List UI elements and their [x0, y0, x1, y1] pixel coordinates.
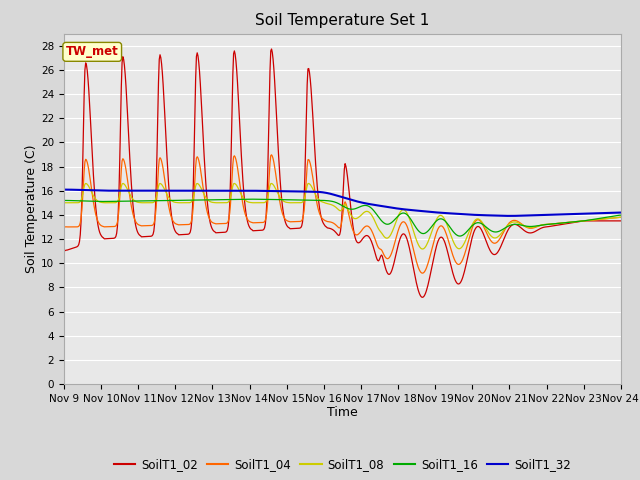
- Legend: SoilT1_02, SoilT1_04, SoilT1_08, SoilT1_16, SoilT1_32: SoilT1_02, SoilT1_04, SoilT1_08, SoilT1_…: [109, 454, 576, 476]
- SoilT1_32: [426, 209, 434, 215]
- SoilT1_02: [617, 218, 625, 224]
- SoilT1_16: [214, 197, 221, 203]
- SoilT1_02: [70, 245, 78, 251]
- SoilT1_32: [617, 210, 625, 216]
- SoilT1_02: [428, 264, 436, 270]
- SoilT1_04: [419, 270, 426, 276]
- Text: TW_met: TW_met: [66, 45, 118, 59]
- SoilT1_16: [184, 197, 192, 203]
- SoilT1_02: [411, 273, 419, 278]
- SoilT1_32: [127, 188, 135, 193]
- SoilT1_08: [617, 215, 625, 220]
- SoilT1_02: [268, 46, 275, 52]
- SoilT1_32: [506, 213, 514, 219]
- Title: Soil Temperature Set 1: Soil Temperature Set 1: [255, 13, 429, 28]
- SoilT1_08: [185, 200, 193, 205]
- SoilT1_16: [617, 212, 625, 218]
- SoilT1_08: [428, 228, 436, 234]
- SoilT1_32: [214, 188, 221, 193]
- SoilT1_04: [411, 252, 419, 258]
- SoilT1_04: [184, 222, 192, 228]
- SoilT1_16: [127, 198, 135, 204]
- SoilT1_08: [60, 200, 68, 205]
- SoilT1_04: [214, 221, 221, 227]
- SoilT1_04: [617, 215, 625, 220]
- SoilT1_08: [128, 195, 136, 201]
- SoilT1_04: [60, 224, 68, 230]
- SoilT1_02: [127, 181, 135, 187]
- SoilT1_16: [456, 233, 463, 239]
- Line: SoilT1_02: SoilT1_02: [64, 49, 621, 297]
- Line: SoilT1_32: SoilT1_32: [64, 190, 621, 216]
- SoilT1_02: [184, 231, 192, 237]
- SoilT1_04: [127, 204, 135, 209]
- SoilT1_08: [70, 200, 78, 205]
- SoilT1_32: [184, 188, 192, 193]
- SoilT1_32: [410, 207, 418, 213]
- Line: SoilT1_08: SoilT1_08: [64, 183, 621, 249]
- SoilT1_08: [419, 246, 426, 252]
- SoilT1_02: [214, 230, 221, 236]
- Line: SoilT1_16: SoilT1_16: [64, 199, 621, 236]
- SoilT1_08: [411, 232, 419, 238]
- SoilT1_02: [419, 294, 426, 300]
- X-axis label: Time: Time: [327, 407, 358, 420]
- SoilT1_16: [411, 223, 419, 228]
- SoilT1_16: [70, 198, 78, 204]
- SoilT1_08: [214, 200, 222, 205]
- SoilT1_16: [60, 198, 68, 204]
- SoilT1_08: [82, 180, 90, 186]
- SoilT1_02: [60, 248, 68, 254]
- Y-axis label: Soil Temperature (C): Soil Temperature (C): [25, 144, 38, 273]
- SoilT1_16: [428, 225, 435, 230]
- SoilT1_32: [70, 187, 78, 192]
- SoilT1_32: [60, 187, 68, 192]
- SoilT1_16: [246, 196, 253, 202]
- SoilT1_04: [428, 246, 436, 252]
- Line: SoilT1_04: SoilT1_04: [64, 155, 621, 273]
- SoilT1_04: [268, 152, 275, 158]
- SoilT1_04: [70, 224, 78, 230]
